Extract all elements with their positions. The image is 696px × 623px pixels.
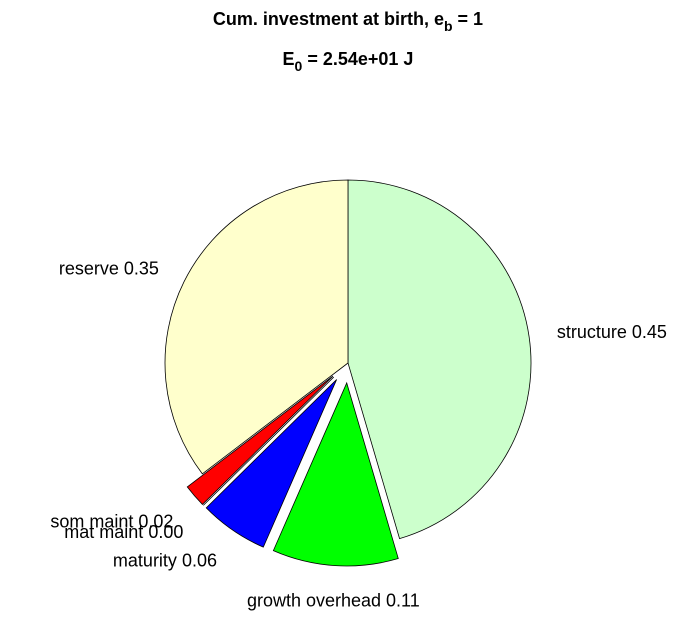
chart-title: Cum. investment at birth, eb = 1 <box>213 9 483 34</box>
subtitle-text: E <box>283 49 295 69</box>
pie-slice <box>186 375 334 506</box>
pie-slice <box>347 179 532 540</box>
slice-name: reserve <box>59 258 119 278</box>
slice-name: som maint <box>50 511 133 531</box>
title-text: Cum. investment at birth, e <box>213 9 444 29</box>
pie-slice <box>205 379 338 548</box>
slice-value: 0.11 <box>386 590 420 610</box>
slice-value: 0.02 <box>138 511 173 531</box>
slice-label: growth overhead 0.11 <box>247 590 420 610</box>
slice-name: growth overhead <box>247 590 381 610</box>
title-after: = 1 <box>453 9 484 29</box>
slice-label: structure 0.45 <box>557 322 667 342</box>
slice-name: structure <box>557 322 627 342</box>
pie-slice <box>272 381 399 567</box>
slice-value: 0.06 <box>182 550 217 570</box>
slice-name: mat maint <box>64 522 143 542</box>
pie-slice <box>164 179 349 475</box>
title-sub: b <box>444 18 453 34</box>
slice-label: som maint 0.02 <box>50 511 173 531</box>
pie-slice <box>203 376 335 506</box>
slice-value: 0.45 <box>632 322 667 342</box>
subtitle-after: = 2.54e+01 J <box>302 49 413 69</box>
slice-name: maturity <box>113 550 177 570</box>
slice-label: reserve 0.35 <box>59 258 159 278</box>
slice-value: 0.35 <box>124 258 159 278</box>
slice-label: maturity 0.06 <box>113 550 217 570</box>
slice-label: mat maint 0.00 <box>64 522 183 542</box>
slice-value: 0.00 <box>148 522 183 542</box>
chart-subtitle: E0 = 2.54e+01 J <box>283 49 414 74</box>
subtitle-sub: 0 <box>295 58 303 74</box>
